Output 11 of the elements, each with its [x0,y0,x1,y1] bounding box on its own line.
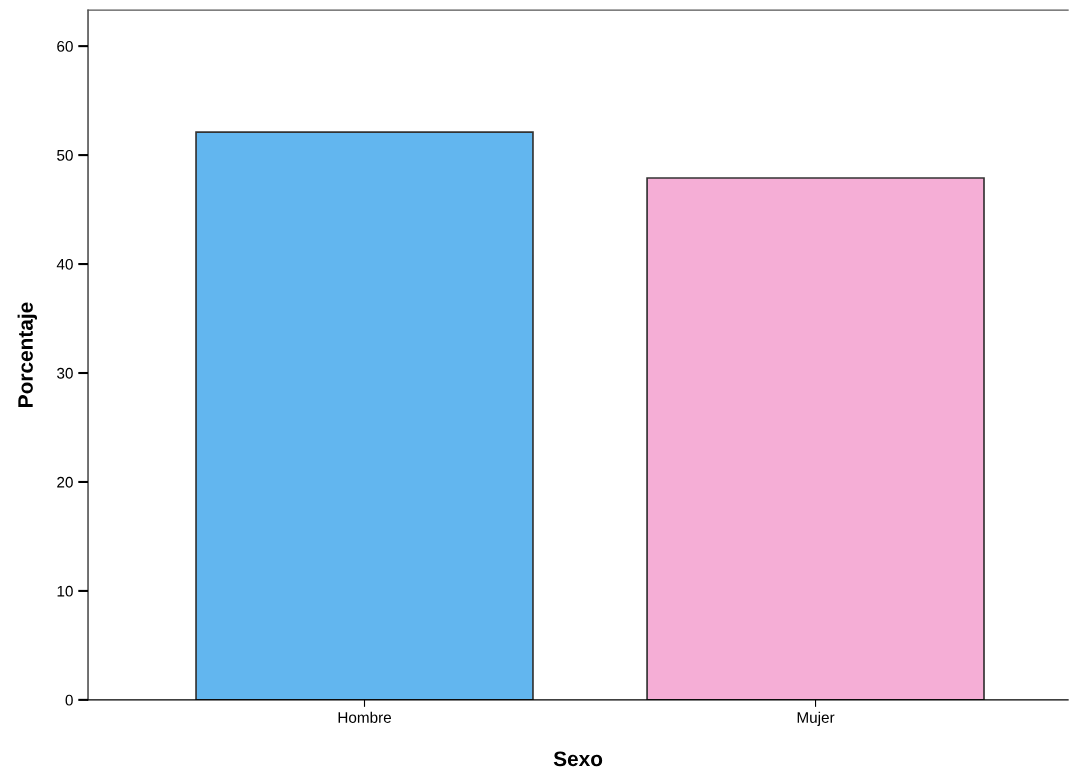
y-tick-label: 50 [57,149,73,161]
y-axis-title: Porcentaje [17,302,37,407]
x-tick-label: Hombre [338,711,391,723]
y-tick-label: 60 [57,40,73,52]
y-tick-label: 40 [56,258,73,270]
y-tick-label: 20 [57,476,73,488]
y-tick-label: 30 [57,367,73,379]
y-tick-label: 0 [65,694,73,706]
x-tick-label: Mujer [797,711,835,726]
y-tick-label: 10 [57,585,73,597]
x-axis-title: Sexo [553,751,603,767]
